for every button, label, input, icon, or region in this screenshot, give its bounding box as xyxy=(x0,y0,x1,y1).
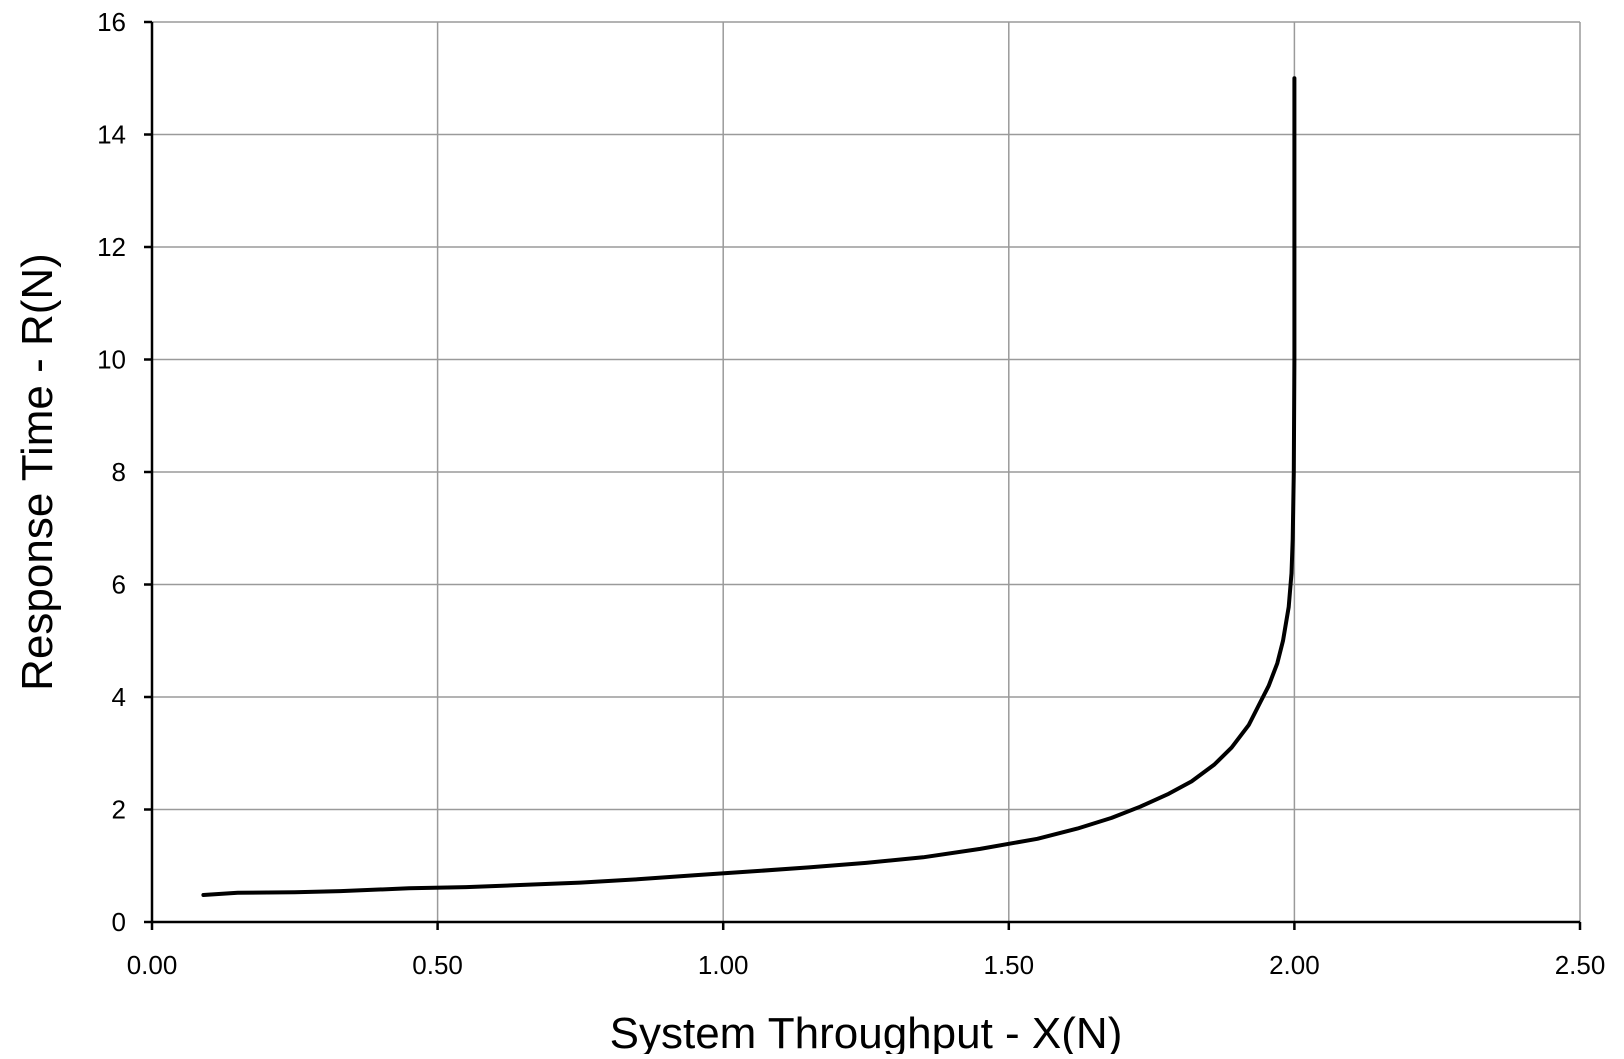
x-axis-title: System Throughput - X(N) xyxy=(610,1009,1123,1054)
y-tick-label: 8 xyxy=(112,457,126,487)
x-tick-label: 1.50 xyxy=(983,950,1034,980)
x-tick-label: 1.00 xyxy=(698,950,749,980)
y-tick-label: 6 xyxy=(112,570,126,600)
y-tick-label: 10 xyxy=(97,345,126,375)
axes xyxy=(144,20,1582,930)
y-tick-label: 12 xyxy=(97,232,126,262)
y-axis-title: Response Time - R(N) xyxy=(13,253,62,691)
y-tick-label: 0 xyxy=(112,907,126,937)
y-tick-label: 4 xyxy=(112,682,126,712)
y-tick-label: 16 xyxy=(97,7,126,37)
x-tick-label: 2.50 xyxy=(1555,950,1606,980)
series xyxy=(201,76,1297,897)
y-tick-labels: 0 2 4 6 8 10 12 14 16 xyxy=(97,7,126,937)
x-tick-label: 0.00 xyxy=(127,950,178,980)
x-tick-label: 0.50 xyxy=(412,950,463,980)
y-tick-label: 2 xyxy=(112,795,126,825)
x-tick-labels: 0.00 0.50 1.00 1.50 2.00 2.50 xyxy=(127,950,1606,980)
x-tick-label: 2.00 xyxy=(1269,950,1320,980)
y-tick-label: 14 xyxy=(97,120,126,150)
series-line xyxy=(201,76,1297,897)
grid xyxy=(151,21,1581,923)
